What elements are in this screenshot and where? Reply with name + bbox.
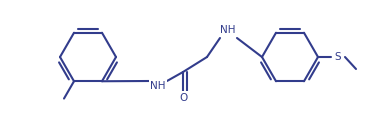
Text: NH: NH xyxy=(150,81,166,91)
Text: NH: NH xyxy=(220,25,236,35)
Text: O: O xyxy=(179,93,187,103)
Text: S: S xyxy=(335,52,341,62)
